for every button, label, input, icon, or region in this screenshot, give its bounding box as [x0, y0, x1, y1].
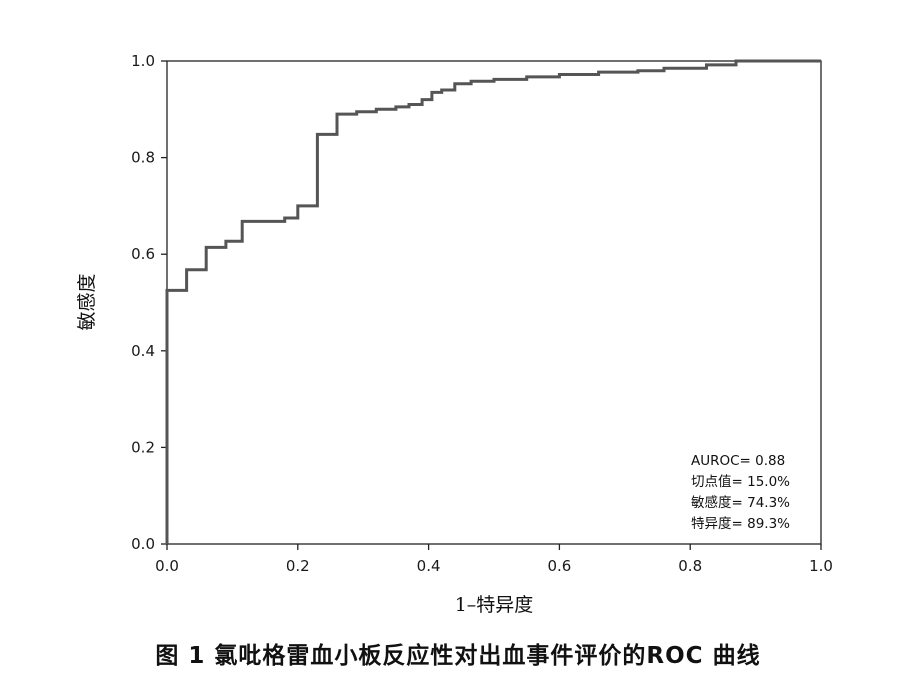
- annotation-sensitivity: 敏感度= 74.3%: [691, 494, 790, 511]
- roc-chart: 0.0 0.2 0.4 0.6 0.8 1.0 0.0 0.2 0.4 0.6 0.8 1.0 1–…: [76, 52, 833, 616]
- x-axis-title: 1–特异度: [455, 594, 534, 616]
- annotation-specificity: 特异度= 89.3%: [691, 516, 790, 532]
- annotation-auroc: AUROC= 0.88: [691, 453, 785, 469]
- x-axis: 0.0 0.2 0.4 0.6 0.8 1.0: [155, 544, 833, 575]
- y-tick-label: 0.6: [131, 245, 155, 263]
- roc-curve-line: [165, 59, 821, 544]
- x-tick-label: 0.8: [678, 557, 702, 575]
- x-tick-label: 0.0: [155, 557, 179, 575]
- plot-frame: [166, 60, 822, 545]
- y-tick-label: 0.0: [131, 535, 155, 553]
- x-tick-label: 0.6: [547, 557, 571, 575]
- y-axis-title: 敏感度: [76, 273, 98, 330]
- y-tick-label: 1.0: [131, 52, 155, 70]
- y-tick-label: 0.8: [131, 149, 155, 167]
- y-tick-label: 0.4: [131, 342, 155, 360]
- y-axis: 0.0 0.2 0.4 0.6 0.8 1.0: [131, 52, 167, 553]
- x-tick-label: 0.4: [417, 557, 441, 575]
- figure-caption: 图 1 氯吡格雷血小板反应性对出血事件评价的ROC 曲线: [155, 643, 761, 669]
- y-tick-label: 0.2: [131, 438, 155, 456]
- x-tick-label: 1.0: [809, 557, 833, 575]
- annotation-cutoff: 切点值= 15.0%: [691, 474, 790, 490]
- x-tick-label: 0.2: [286, 557, 310, 575]
